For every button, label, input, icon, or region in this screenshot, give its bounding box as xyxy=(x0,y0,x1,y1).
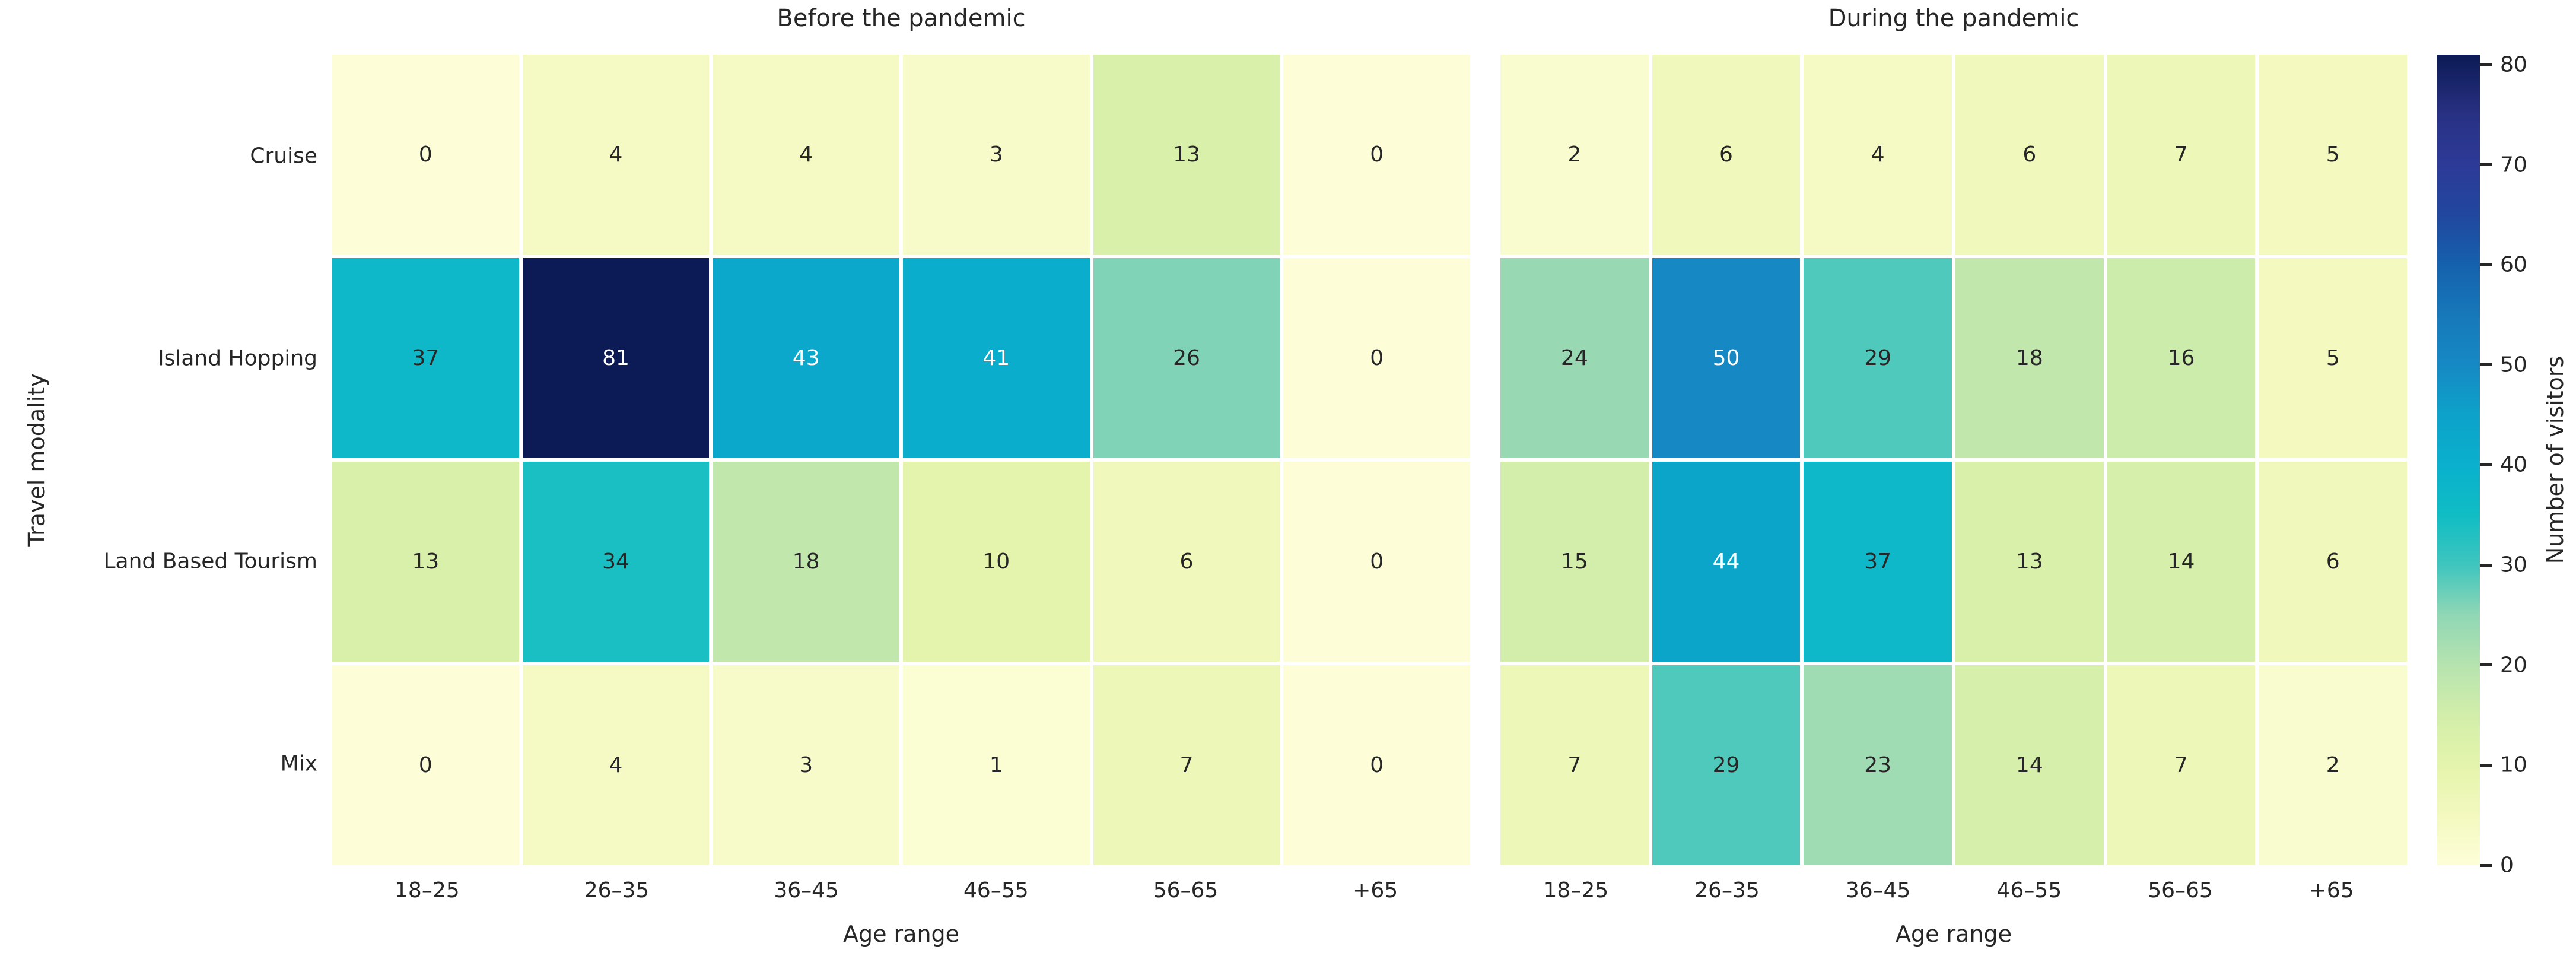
x-axis-label-during: Age range xyxy=(1895,921,2012,947)
heatmap-cell: 4 xyxy=(522,665,710,865)
heatmap-cell: 23 xyxy=(1804,665,1952,865)
colorbar-tick-label: 60 xyxy=(2500,252,2527,277)
heatmap-cell: 7 xyxy=(1500,665,1649,865)
x-tick-label: 46–55 xyxy=(963,878,1029,903)
colorbar-gradient xyxy=(2437,55,2480,865)
heatmap-cell: 34 xyxy=(522,462,710,662)
colorbar-tick-mark xyxy=(2480,463,2492,466)
heatmap-cell: 5 xyxy=(2259,55,2407,255)
colorbar-tick-label: 50 xyxy=(2500,352,2527,377)
heatmap-cell: 43 xyxy=(713,258,899,458)
heatmap-cell: 5 xyxy=(2259,258,2407,458)
x-tick-label: +65 xyxy=(2308,878,2354,903)
heatmap-cell: 24 xyxy=(1500,258,1649,458)
x-tick-label: 56–65 xyxy=(1153,878,1219,903)
panel-title-during: During the pandemic xyxy=(1828,5,2079,32)
colorbar-tick-label: 10 xyxy=(2500,752,2527,777)
heatmap-before-pandemic: 0 4 4 3 13 0 37 81 43 41 26 0 13 34 18 10 6 0 0 4 3 1 7 0 xyxy=(332,55,1470,865)
heatmap-cell: 6 xyxy=(1652,55,1801,255)
y-axis-label: Travel modality xyxy=(24,373,50,547)
colorbar-tick-label: 80 xyxy=(2500,52,2527,77)
heatmap-cell: 0 xyxy=(332,55,519,255)
heatmap-cell: 0 xyxy=(1283,462,1470,662)
x-tick-label: 56–65 xyxy=(2148,878,2213,903)
heatmap-cell: 41 xyxy=(902,258,1090,458)
y-tick-label: Land Based Tourism xyxy=(103,549,317,574)
colorbar-tick-mark xyxy=(2480,563,2492,567)
heatmap-cell: 0 xyxy=(332,665,519,865)
x-tick-label: +65 xyxy=(1353,878,1398,903)
heatmap-cell: 15 xyxy=(1500,462,1649,662)
heatmap-cell: 0 xyxy=(1283,258,1470,458)
heatmap-cell: 0 xyxy=(1283,55,1470,255)
colorbar-tick-label: 30 xyxy=(2500,552,2527,577)
x-tick-label: 46–55 xyxy=(1996,878,2062,903)
y-tick-label: Mix xyxy=(280,751,317,776)
heatmap-cell: 18 xyxy=(1955,258,2104,458)
colorbar-tick-mark xyxy=(2480,363,2492,367)
heatmap-cell: 7 xyxy=(1093,665,1280,865)
heatmap-cell: 7 xyxy=(2107,55,2256,255)
x-axis-label-before: Age range xyxy=(842,921,960,947)
x-tick-label: 18–25 xyxy=(395,878,460,903)
colorbar-tick-mark xyxy=(2480,863,2492,867)
heatmap-cell: 29 xyxy=(1804,258,1952,458)
heatmap-cell: 0 xyxy=(1283,665,1470,865)
colorbar-tick-mark xyxy=(2480,663,2492,667)
heatmap-cell: 29 xyxy=(1652,665,1801,865)
heatmap-cell: 18 xyxy=(713,462,899,662)
colorbar-label: Number of visitors xyxy=(2542,355,2568,564)
heatmap-cell: 50 xyxy=(1652,258,1801,458)
x-tick-label: 18–25 xyxy=(1543,878,1609,903)
heatmap-cell: 13 xyxy=(332,462,519,662)
heatmap-cell: 6 xyxy=(1093,462,1280,662)
colorbar-tick-label: 70 xyxy=(2500,153,2527,177)
heatmap-cell: 44 xyxy=(1652,462,1801,662)
heatmap-cell: 3 xyxy=(713,665,899,865)
colorbar-tick-mark xyxy=(2480,63,2492,66)
heatmap-cell: 6 xyxy=(1955,55,2104,255)
heatmap-cell: 4 xyxy=(522,55,710,255)
heatmap-cell: 4 xyxy=(1804,55,1952,255)
colorbar-tick-label: 20 xyxy=(2500,653,2527,678)
panel-title-before: Before the pandemic xyxy=(777,5,1026,32)
heatmap-cell: 16 xyxy=(2107,258,2256,458)
colorbar-tick-label: 0 xyxy=(2500,853,2514,878)
heatmap-cell: 6 xyxy=(2259,462,2407,662)
heatmap-cell: 1 xyxy=(902,665,1090,865)
x-tick-label: 36–45 xyxy=(1845,878,1911,903)
x-tick-label: 26–35 xyxy=(584,878,650,903)
x-tick-label: 36–45 xyxy=(774,878,839,903)
heatmap-cell: 7 xyxy=(2107,665,2256,865)
heatmap-cell: 37 xyxy=(332,258,519,458)
y-tick-label: Island Hopping xyxy=(157,346,317,371)
heatmap-cell: 13 xyxy=(1955,462,2104,662)
heatmap-cell: 81 xyxy=(522,258,710,458)
colorbar-tick-mark xyxy=(2480,263,2492,266)
heatmap-cell: 13 xyxy=(1093,55,1280,255)
colorbar-tick-mark xyxy=(2480,163,2492,166)
heatmap-cell: 37 xyxy=(1804,462,1952,662)
colorbar-tick-label: 40 xyxy=(2500,452,2527,477)
heatmap-cell: 3 xyxy=(902,55,1090,255)
x-tick-label: 26–35 xyxy=(1694,878,1760,903)
heatmap-cell: 26 xyxy=(1093,258,1280,458)
heatmap-cell: 14 xyxy=(1955,665,2104,865)
heatmap-cell: 14 xyxy=(2107,462,2256,662)
heatmap-cell: 2 xyxy=(2259,665,2407,865)
y-tick-label: Cruise xyxy=(250,144,317,169)
heatmap-cell: 10 xyxy=(902,462,1090,662)
heatmap-during-pandemic: 2 6 4 6 7 5 24 50 29 18 16 5 15 44 37 13 14 6 7 29 23 14 7 2 xyxy=(1500,55,2407,865)
heatmap-cell: 4 xyxy=(713,55,899,255)
heatmap-cell: 2 xyxy=(1500,55,1649,255)
colorbar-tick-mark xyxy=(2480,763,2492,767)
